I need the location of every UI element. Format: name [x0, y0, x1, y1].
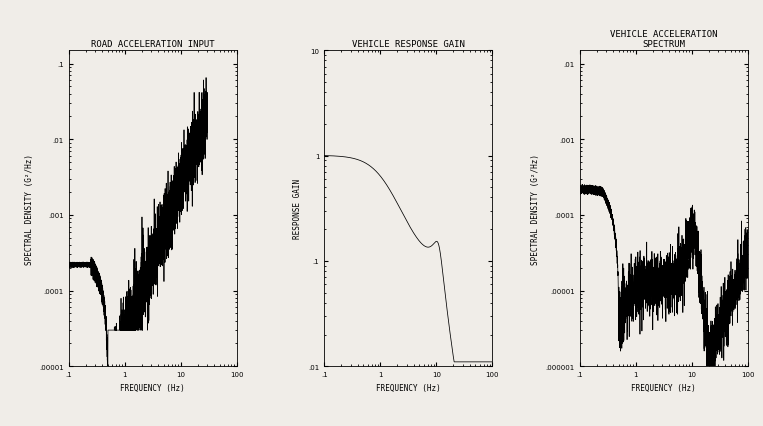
Title: ROAD ACCELERATION INPUT: ROAD ACCELERATION INPUT [91, 40, 214, 49]
Y-axis label: SPECTRAL DENSITY (G²/Hz): SPECTRAL DENSITY (G²/Hz) [531, 153, 540, 264]
Title: VEHICLE RESPONSE GAIN: VEHICLE RESPONSE GAIN [352, 40, 465, 49]
Y-axis label: RESPONSE GAIN: RESPONSE GAIN [294, 179, 302, 239]
X-axis label: FREQUENCY (Hz): FREQUENCY (Hz) [121, 383, 185, 392]
Y-axis label: SPECTRAL DENSITY (G²/Hz): SPECTRAL DENSITY (G²/Hz) [24, 153, 34, 264]
X-axis label: FREQUENCY (Hz): FREQUENCY (Hz) [631, 383, 696, 392]
X-axis label: FREQUENCY (Hz): FREQUENCY (Hz) [376, 383, 440, 392]
Title: VEHICLE ACCELERATION
SPECTRUM: VEHICLE ACCELERATION SPECTRUM [610, 29, 717, 49]
